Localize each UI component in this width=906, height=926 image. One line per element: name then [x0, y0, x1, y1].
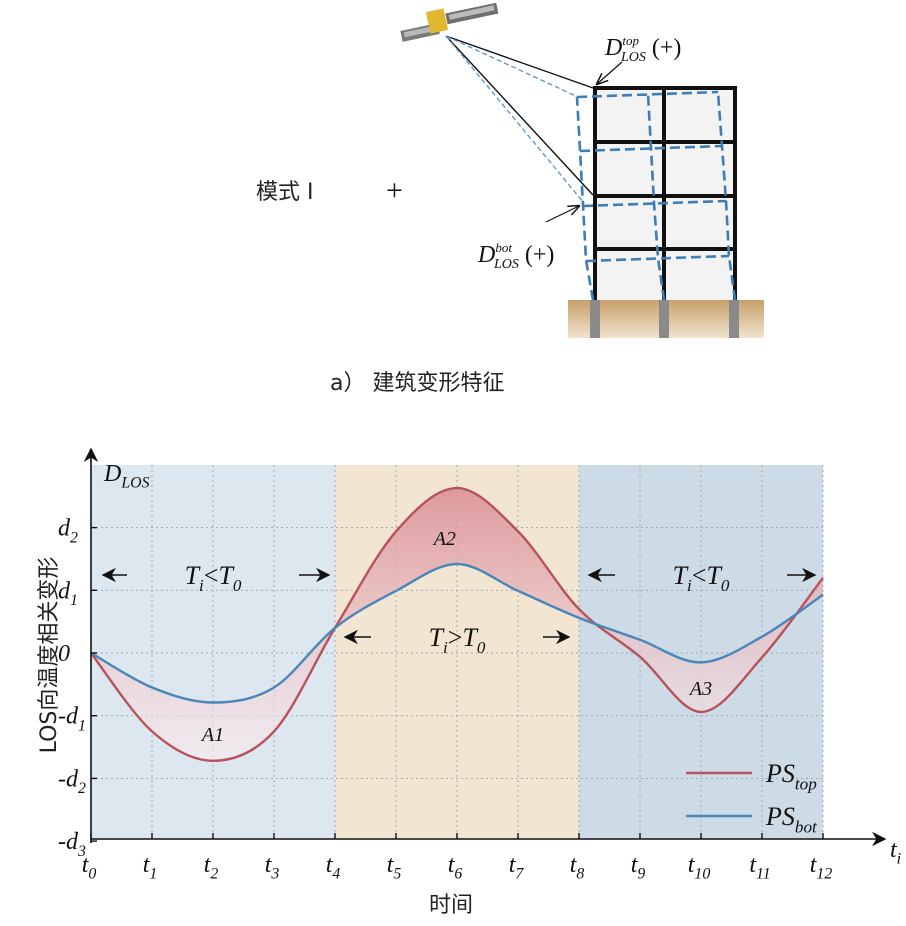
x-tick-label-3: t3 [265, 852, 280, 883]
difference-area [91, 488, 823, 761]
region-label-1: Ti>T0 [429, 623, 486, 657]
x-tick-label-12: t12 [810, 852, 833, 883]
x-tick-label-7: t7 [509, 852, 525, 883]
x-tick-label-5: t5 [387, 852, 402, 883]
region-label-2: Ti<T0 [673, 561, 730, 595]
x-tick-label-4: t4 [326, 852, 341, 883]
d-bot-label: Dbot LOS (+) [477, 240, 554, 272]
deformation-chart: t0 t1 t2 t3 t4 t5 t6 t7 t8 t9 t10 t11 t12 d2 d1 0 -d1 -d2… [58, 447, 901, 883]
los-line-bottom [445, 35, 594, 196]
x-axis-end-label: ti [890, 837, 901, 868]
area-label-a2: A2 [432, 528, 456, 550]
x-tick-label-2: t2 [204, 852, 219, 883]
building-frame [593, 86, 737, 300]
d-bot-arrow [545, 206, 579, 223]
legend-label-bot: PSbot [765, 802, 818, 836]
x-tick-label-9: t9 [631, 852, 646, 883]
series-line-bot [90, 562, 824, 704]
los-line-top [445, 35, 594, 89]
area-label-a3: A3 [688, 678, 712, 700]
legend-label-top: PStop [765, 759, 817, 793]
y-tick-label-0: d2 [58, 516, 78, 547]
d-top-arrow [597, 61, 623, 84]
d-top-label: Dtop LOS (+) [604, 33, 681, 65]
y-tick-label-1: d1 [58, 578, 78, 609]
caption-a: a） 建筑变形特征 [330, 371, 504, 396]
y-tick-label-4: -d2 [58, 766, 86, 797]
y-axis-label: LOS向温度相关变形 [37, 557, 62, 754]
plus-sign: + [386, 174, 403, 207]
x-axis-label: 时间 [429, 893, 473, 918]
x-tick-label-8: t8 [570, 852, 585, 883]
deformed-frame [575, 90, 737, 301]
y-tick-label-5: -d3 [58, 829, 86, 860]
region-label-0: Ti<T0 [185, 561, 242, 595]
satellite-icon [400, 2, 499, 42]
x-tick-label-11: t11 [749, 852, 770, 883]
mode-label: 模式 I [256, 180, 313, 205]
x-tick-label-0: t0 [82, 852, 97, 883]
los-line-bottom-deformed [445, 35, 585, 204]
building-diagram: Dtop LOS (+) Dbot LOS (+) [400, 2, 764, 338]
series-line-top [90, 486, 824, 763]
los-line-top-deformed [445, 35, 579, 98]
x-tick-label-1: t1 [143, 852, 158, 883]
x-tick-label-10: t10 [688, 852, 711, 883]
y-tick-label-2: 0 [58, 641, 70, 667]
y-tick-label-3: -d1 [58, 704, 86, 735]
x-tick-label-6: t6 [448, 852, 463, 883]
area-label-a1: A1 [200, 724, 224, 746]
y-axis-title: DLOS [103, 461, 150, 492]
